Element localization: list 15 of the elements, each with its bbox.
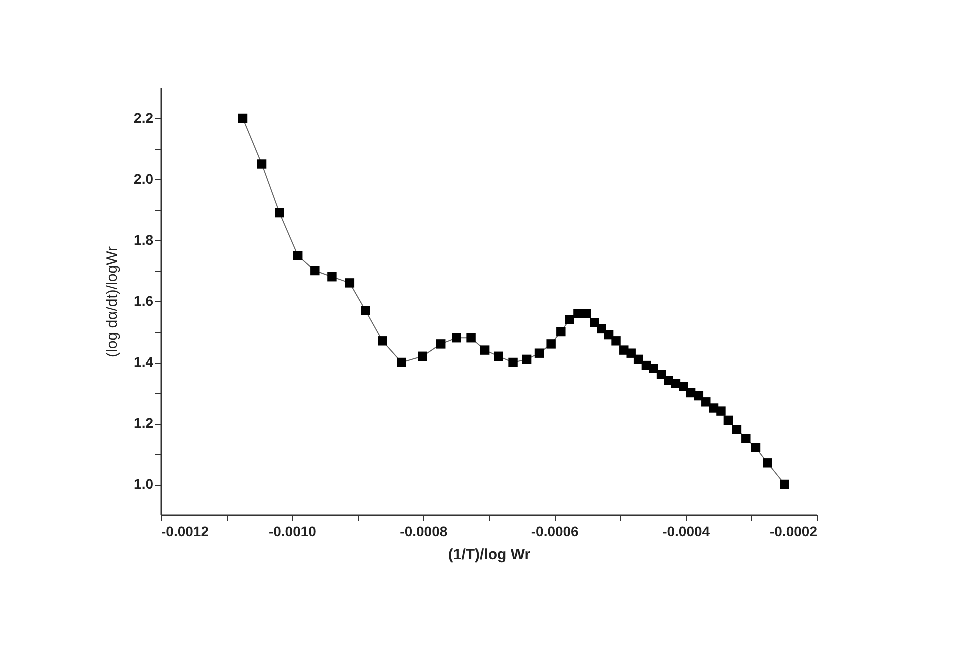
y-tick-label: 1.6 [134,293,154,309]
y-axis-title: (log dα/dt)/logWr [104,246,122,358]
y-tick-label: 1.0 [134,476,154,492]
x-tick-label: -0.0004 [662,524,710,540]
x-tick-label: -0.0012 [162,524,210,540]
y-tick-label: 2.2 [134,110,154,126]
x-tick-label: -0.0002 [770,524,818,540]
x-tick-label: -0.0006 [531,524,580,540]
x-tick-label: -0.0008 [400,524,448,540]
y-tick-label: 1.8 [134,232,154,248]
y-tick-label: 2.0 [134,171,154,187]
y-tick-label: 1.4 [134,354,154,370]
y-tick-label: 1.2 [134,415,154,431]
x-axis-title: (1/T)/log Wr [448,546,531,564]
x-tick-label: -0.0010 [268,524,317,540]
